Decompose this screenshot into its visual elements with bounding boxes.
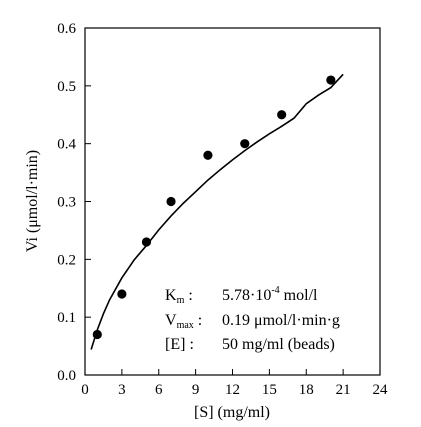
annotation-label-0: Km :: [165, 287, 193, 306]
annotation-label-1: Vmax :: [165, 312, 202, 331]
x-tick-label-1: 3: [118, 382, 126, 398]
y-tick-label-0: 0.0: [57, 368, 76, 384]
y-tick-label-1: 0.1: [57, 310, 76, 326]
axis-ticks: [84, 27, 381, 376]
annotation-value-1: 0.19 μmol/l·min·g: [222, 312, 340, 329]
x-tick-label-0: 0: [81, 382, 89, 398]
y-tick-label-2: 0.2: [57, 252, 76, 268]
fit-curve: [90, 73, 344, 350]
data-point-0: [92, 329, 102, 340]
annotation-value-0: 5.78·10-4 mol/l: [222, 285, 318, 304]
x-tick-label-2: 6: [155, 382, 163, 398]
y-tick-label-4: 0.4: [57, 137, 76, 153]
data-point-3: [166, 196, 176, 207]
annotation-label-2: [E] :: [165, 336, 194, 353]
data-point-1: [117, 289, 127, 299]
x-tick-label-8: 24: [373, 382, 389, 398]
y-axis-label: Vi (μmol/l·min): [24, 150, 41, 252]
y-tick-label-6: 0.6: [57, 21, 76, 37]
x-tick-label-6: 18: [299, 382, 314, 398]
y-tick-label-5: 0.5: [57, 79, 76, 95]
x-tick-label-5: 15: [262, 382, 277, 398]
annotation-value-2: 50 mg/ml (beads): [222, 336, 335, 353]
data-point-5: [240, 139, 250, 149]
data-point-7: [326, 75, 336, 85]
x-axis-label: [S] (mg/ml): [194, 404, 270, 421]
x-tick-label-3: 9: [192, 382, 200, 398]
tick-labels: 0 3 6 9 12 15 18 21 24 0.0 0.1 0.2 0.3 0.4 0.5 0.6: [57, 21, 388, 398]
y-tick-label-3: 0.3: [57, 195, 76, 211]
data-point-4: [203, 150, 213, 160]
data-point-2: [141, 237, 152, 247]
data-point-6: [277, 110, 287, 120]
annotation-box: Km : 5.78·10-4 mol/l Vmax : 0.19 μmol/l·min…: [165, 285, 340, 353]
x-tick-label-7: 21: [336, 382, 351, 398]
data-points: [92, 75, 336, 340]
x-tick-label-4: 12: [225, 382, 240, 398]
